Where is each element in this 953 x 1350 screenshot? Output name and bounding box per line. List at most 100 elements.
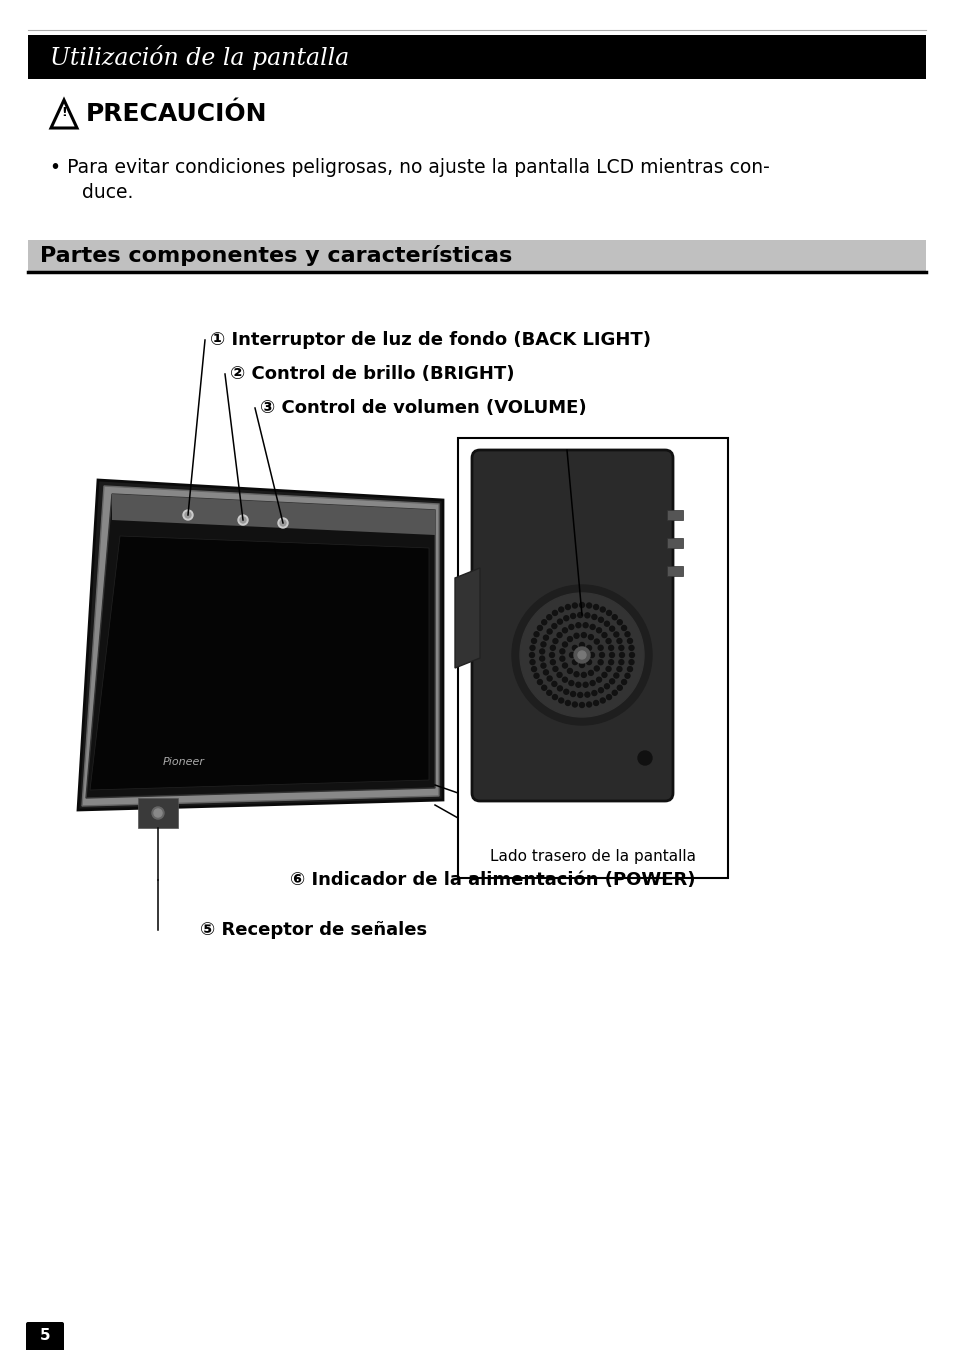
Circle shape (559, 649, 564, 653)
Circle shape (551, 624, 557, 629)
Circle shape (638, 751, 651, 765)
Circle shape (534, 632, 538, 637)
Circle shape (183, 510, 193, 520)
Circle shape (599, 698, 604, 703)
Circle shape (553, 667, 558, 671)
Circle shape (529, 652, 534, 657)
Circle shape (280, 520, 286, 526)
Circle shape (604, 621, 609, 626)
Circle shape (537, 679, 542, 684)
Circle shape (588, 634, 593, 640)
Circle shape (565, 701, 570, 706)
Circle shape (613, 632, 618, 637)
Circle shape (618, 652, 624, 657)
Circle shape (153, 809, 162, 817)
Circle shape (512, 585, 651, 725)
Circle shape (593, 701, 598, 706)
Circle shape (563, 616, 568, 621)
Circle shape (624, 674, 629, 678)
Circle shape (586, 660, 591, 664)
Circle shape (558, 698, 563, 703)
Circle shape (550, 660, 555, 664)
Circle shape (534, 674, 538, 678)
Circle shape (605, 639, 611, 644)
Circle shape (598, 652, 604, 657)
Text: • Para evitar condiciones peligrosas, no ajuste la pantalla LCD mientras con-: • Para evitar condiciones peligrosas, no… (50, 158, 769, 177)
FancyBboxPatch shape (26, 1322, 64, 1350)
Circle shape (519, 593, 643, 717)
Circle shape (598, 617, 603, 622)
Circle shape (578, 702, 584, 707)
Text: Utilización de la pantalla: Utilización de la pantalla (50, 45, 349, 69)
Circle shape (537, 625, 542, 630)
Circle shape (557, 672, 561, 678)
Circle shape (185, 512, 191, 518)
Circle shape (612, 690, 617, 695)
Circle shape (627, 639, 632, 644)
Circle shape (578, 613, 582, 617)
Circle shape (584, 613, 589, 618)
Bar (666, 510, 682, 520)
Circle shape (562, 628, 567, 633)
Circle shape (531, 667, 536, 671)
Circle shape (601, 633, 606, 637)
Circle shape (152, 807, 164, 819)
Circle shape (550, 645, 555, 651)
Circle shape (541, 620, 546, 625)
Circle shape (594, 666, 598, 671)
Circle shape (546, 614, 551, 620)
Circle shape (588, 671, 593, 675)
Circle shape (568, 680, 574, 686)
Circle shape (574, 647, 589, 663)
Circle shape (237, 514, 248, 525)
Polygon shape (82, 486, 438, 806)
Circle shape (617, 639, 621, 644)
Circle shape (530, 660, 535, 664)
Circle shape (578, 693, 582, 698)
Circle shape (617, 686, 621, 690)
Circle shape (618, 645, 623, 651)
Circle shape (596, 678, 601, 682)
Text: !: ! (61, 107, 67, 120)
Bar (138, 798, 178, 828)
Circle shape (549, 652, 554, 657)
Circle shape (552, 610, 557, 616)
Circle shape (627, 667, 632, 671)
Circle shape (572, 660, 577, 664)
Circle shape (617, 620, 621, 625)
Circle shape (593, 605, 598, 610)
Circle shape (598, 660, 602, 664)
Circle shape (570, 613, 575, 618)
Circle shape (567, 668, 572, 674)
Circle shape (563, 690, 568, 694)
Polygon shape (112, 494, 435, 535)
Circle shape (608, 645, 613, 651)
Circle shape (609, 652, 614, 657)
Circle shape (569, 652, 574, 657)
Circle shape (618, 660, 623, 664)
Circle shape (553, 639, 558, 644)
Circle shape (547, 629, 552, 634)
Circle shape (541, 686, 546, 690)
Circle shape (531, 639, 536, 644)
Circle shape (559, 656, 564, 662)
Circle shape (547, 676, 552, 680)
Circle shape (621, 625, 626, 630)
Polygon shape (90, 536, 429, 790)
Circle shape (613, 674, 618, 678)
Circle shape (605, 667, 611, 671)
Circle shape (598, 645, 602, 651)
Text: 5: 5 (40, 1328, 51, 1343)
Circle shape (558, 608, 563, 612)
Circle shape (543, 634, 548, 640)
Circle shape (539, 649, 544, 653)
Circle shape (574, 672, 578, 676)
Circle shape (570, 691, 575, 697)
Circle shape (576, 622, 580, 628)
Circle shape (580, 633, 586, 637)
Circle shape (621, 679, 626, 684)
Circle shape (582, 682, 587, 687)
Text: Pioneer: Pioneer (163, 757, 205, 767)
Circle shape (546, 690, 551, 695)
Circle shape (586, 645, 591, 651)
